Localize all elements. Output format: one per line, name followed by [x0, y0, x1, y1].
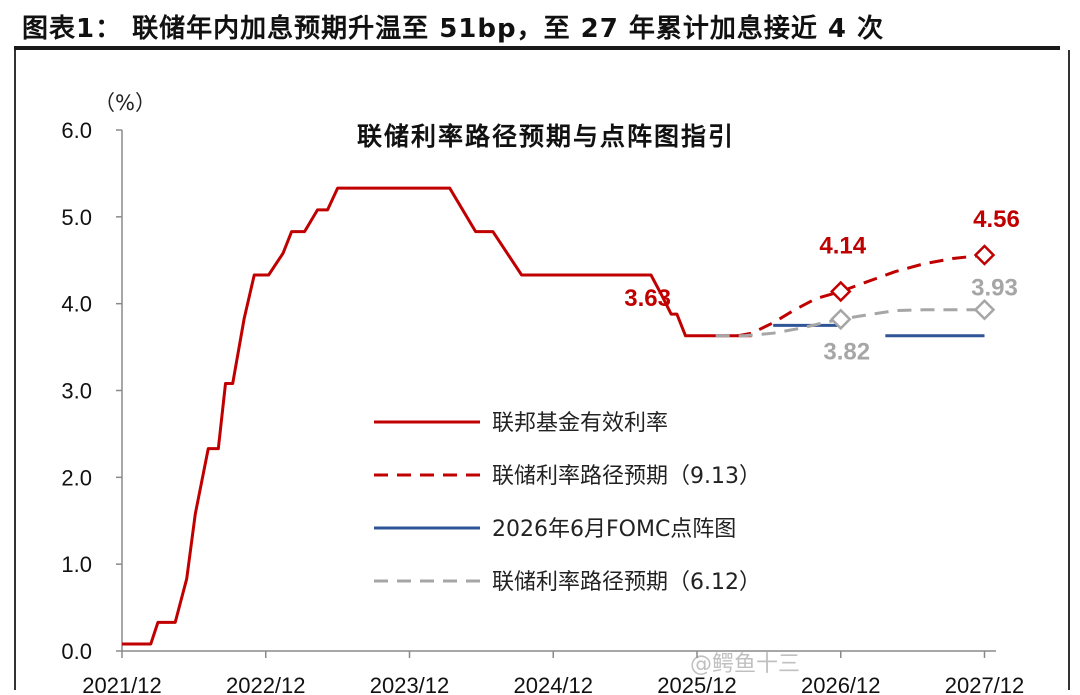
diamond-point-marker: [829, 280, 852, 303]
chart-title: 联储利率路径预期与点阵图指引: [357, 122, 735, 151]
series-line-2: [736, 253, 985, 338]
x-tick-label: 2025/12: [657, 673, 737, 695]
x-tick-label: 2021/12: [82, 673, 162, 695]
data-label: 4.14: [819, 233, 866, 260]
legend-label-2: 联储利率路径预期（9.13）: [492, 464, 761, 489]
data-label: 3.63: [624, 285, 671, 312]
data-label: 4.56: [973, 206, 1020, 233]
y-tick-label: 4.0: [61, 292, 92, 317]
figure-header: 图表1： 联储年内加息预期升温至 51bp，至 27 年累计加息接近 4 次: [0, 0, 1080, 50]
y-tick-label: 3.0: [61, 379, 92, 404]
watermark: @鳄鱼十三: [690, 652, 801, 677]
series-line-1: [122, 186, 752, 646]
y-tick-label: 6.0: [61, 118, 92, 143]
x-tick-label: 2022/12: [226, 673, 306, 695]
header-rule: [14, 46, 1060, 50]
data-label: 3.82: [823, 338, 870, 365]
x-tick-label: 2024/12: [513, 673, 593, 695]
diamond-point-marker: [829, 308, 852, 331]
figure-title: 图表1： 联储年内加息预期升温至 51bp，至 27 年累计加息接近 4 次: [22, 14, 885, 44]
y-tick-label: 1.0: [61, 552, 92, 577]
legend-label-3: 2026年6月FOMC点阵图: [492, 517, 736, 542]
y-axis-unit-label: （%）: [94, 91, 156, 115]
figure-frame: [14, 50, 1070, 690]
y-tick-label: 2.0: [61, 465, 92, 490]
diamond-point-marker: [973, 244, 996, 266]
x-tick-label: 2026/12: [801, 673, 881, 695]
x-tick-label: 2027/12: [945, 673, 1025, 695]
series-line-4: [715, 308, 985, 338]
diamond-point-marker: [973, 298, 996, 321]
y-tick-label: 5.0: [61, 205, 92, 230]
y-tick-label: 0.0: [61, 639, 92, 664]
legend-label-4: 联储利率路径预期（6.12）: [492, 570, 761, 595]
data-label: 3.93: [971, 275, 1018, 302]
x-tick-label: 2023/12: [370, 673, 450, 695]
legend-label-1: 联邦基金有效利率: [492, 411, 668, 436]
